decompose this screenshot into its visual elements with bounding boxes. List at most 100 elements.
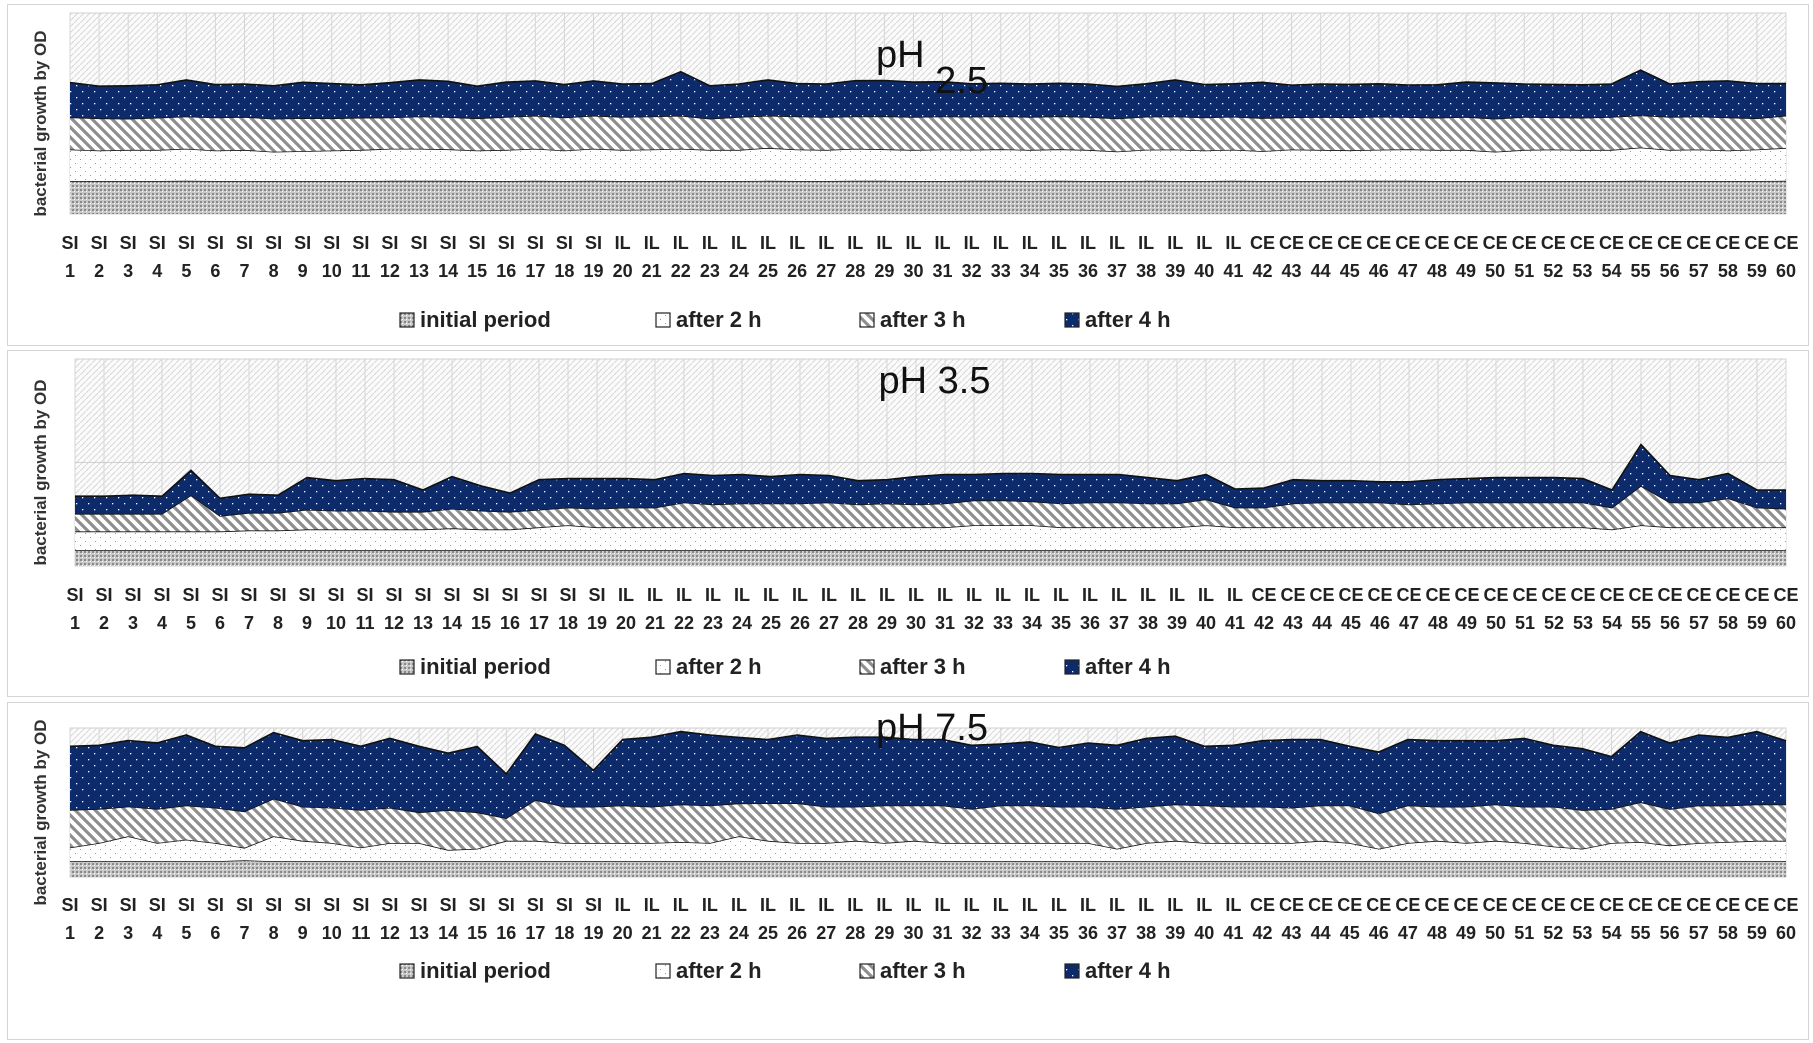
- x-tick-number: 7: [240, 923, 250, 943]
- x-tick-group: IL: [905, 233, 921, 253]
- x-tick-number: 37: [1107, 923, 1127, 943]
- x-tick-number: 54: [1601, 923, 1621, 943]
- x-tick-group: IL: [1022, 233, 1038, 253]
- legend-swatch: [859, 963, 875, 979]
- x-tick-number: 40: [1196, 613, 1216, 633]
- x-tick-group: IL: [964, 895, 980, 915]
- x-tick-group: CE: [1251, 585, 1276, 605]
- x-tick-group: CE: [1280, 585, 1305, 605]
- x-tick-number: 32: [962, 923, 982, 943]
- x-tick-number: 57: [1689, 261, 1709, 281]
- x-tick-group: IL: [995, 585, 1011, 605]
- x-tick-number: 33: [991, 923, 1011, 943]
- x-tick-group: SI: [588, 585, 605, 605]
- x-tick-group: CE: [1686, 233, 1711, 253]
- x-tick-number: 19: [587, 613, 607, 633]
- x-tick-number: 20: [616, 613, 636, 633]
- x-tick-number: 53: [1572, 261, 1592, 281]
- series-line-after-4-h: [69, 730, 1787, 776]
- x-tick-number: 46: [1369, 923, 1389, 943]
- x-tick-number: 42: [1252, 923, 1272, 943]
- x-tick-number: 48: [1427, 261, 1447, 281]
- x-tick-number: 39: [1167, 613, 1187, 633]
- x-tick-group: CE: [1308, 233, 1333, 253]
- x-tick-group: CE: [1483, 585, 1508, 605]
- x-tick-number: 48: [1428, 613, 1448, 633]
- x-tick-group: SI: [469, 895, 486, 915]
- x-tick-group: IL: [615, 895, 631, 915]
- x-tick-group: CE: [1657, 585, 1682, 605]
- x-tick-group: CE: [1570, 585, 1595, 605]
- legend-label: initial period: [420, 654, 551, 679]
- x-tick-number: 56: [1660, 613, 1680, 633]
- x-tick-number: 10: [322, 261, 342, 281]
- x-tick-number: 29: [874, 923, 894, 943]
- x-tick-group: IL: [935, 233, 951, 253]
- x-tick-group: SI: [91, 895, 108, 915]
- legend-label: initial period: [420, 307, 551, 332]
- x-tick-group: IL: [876, 233, 892, 253]
- x-tick-number: 25: [758, 261, 778, 281]
- x-tick-group: IL: [789, 233, 805, 253]
- x-tick-group: IL: [734, 585, 750, 605]
- x-tick-number: 6: [215, 613, 225, 633]
- x-tick-number: 44: [1311, 261, 1331, 281]
- x-tick-group: IL: [847, 233, 863, 253]
- x-tick-group: CE: [1541, 895, 1566, 915]
- x-tick-group: CE: [1541, 233, 1566, 253]
- x-tick-number: 55: [1631, 923, 1651, 943]
- x-tick-number: 47: [1399, 613, 1419, 633]
- x-tick-group: IL: [821, 585, 837, 605]
- x-tick-number: 9: [298, 261, 308, 281]
- x-tick-number: 28: [848, 613, 868, 633]
- x-tick-group: CE: [1773, 895, 1798, 915]
- x-tick-group: CE: [1773, 585, 1798, 605]
- x-tick-number: 10: [322, 923, 342, 943]
- x-tick-number: 9: [302, 613, 312, 633]
- x-tick-number: 41: [1223, 261, 1243, 281]
- x-tick-group: CE: [1279, 233, 1304, 253]
- x-tick-number: 55: [1631, 613, 1651, 633]
- x-tick-number: 32: [964, 613, 984, 633]
- x-tick-group: CE: [1250, 233, 1275, 253]
- x-tick-group: SI: [414, 585, 431, 605]
- x-tick-number: 57: [1689, 613, 1709, 633]
- x-tick-group: IL: [1167, 895, 1183, 915]
- x-tick-group: SI: [352, 895, 369, 915]
- series-line-initial-period: [70, 859, 1786, 862]
- x-tick-group: SI: [323, 233, 340, 253]
- x-tick-group: CE: [1425, 585, 1450, 605]
- x-tick-group: SI: [178, 233, 195, 253]
- x-tick-group: IL: [905, 895, 921, 915]
- x-tick-number: 41: [1223, 923, 1243, 943]
- x-tick-number: 60: [1776, 261, 1796, 281]
- x-tick-group: IL: [1024, 585, 1040, 605]
- x-tick-number: 58: [1718, 613, 1738, 633]
- y-axis-label: bacterial growth by OD: [31, 719, 50, 905]
- x-tick-number: 32: [962, 261, 982, 281]
- x-tick-number: 22: [674, 613, 694, 633]
- chart-panel-ph-7-5: pH 7.5 bacterial growth by OD SI 1 SI 2 SI 3 SI 4…: [7, 702, 1809, 1040]
- x-tick-group: IL: [1138, 233, 1154, 253]
- x-tick-number: 16: [496, 923, 516, 943]
- x-tick-group: IL: [1080, 895, 1096, 915]
- x-tick-number: 13: [409, 261, 429, 281]
- x-tick-group: SI: [269, 585, 286, 605]
- x-tick-group: IL: [789, 895, 805, 915]
- x-tick-number: 52: [1543, 261, 1563, 281]
- x-tick-group: SI: [411, 233, 428, 253]
- x-tick-group: CE: [1309, 585, 1334, 605]
- x-tick-number: 43: [1282, 923, 1302, 943]
- x-tick-group: SI: [385, 585, 402, 605]
- x-tick-group: CE: [1715, 585, 1740, 605]
- x-tick-number: 59: [1747, 923, 1767, 943]
- legend-label: after 2 h: [676, 958, 762, 983]
- x-tick-number: 12: [384, 613, 404, 633]
- x-tick-group: SI: [149, 233, 166, 253]
- chart-svg: pH 2.5 bacterial growth by OD SI 1 SI 2 SI 3 SI 4…: [31, 12, 1799, 332]
- x-tick-number: 24: [729, 261, 749, 281]
- x-tick-number: 44: [1312, 613, 1332, 633]
- x-tick-group: IL: [1198, 585, 1214, 605]
- x-tick-number: 18: [558, 613, 578, 633]
- x-tick-number: 35: [1049, 261, 1069, 281]
